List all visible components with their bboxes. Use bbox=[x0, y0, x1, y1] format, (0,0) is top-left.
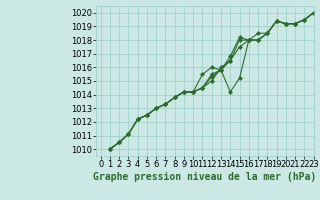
X-axis label: Graphe pression niveau de la mer (hPa): Graphe pression niveau de la mer (hPa) bbox=[93, 172, 316, 182]
